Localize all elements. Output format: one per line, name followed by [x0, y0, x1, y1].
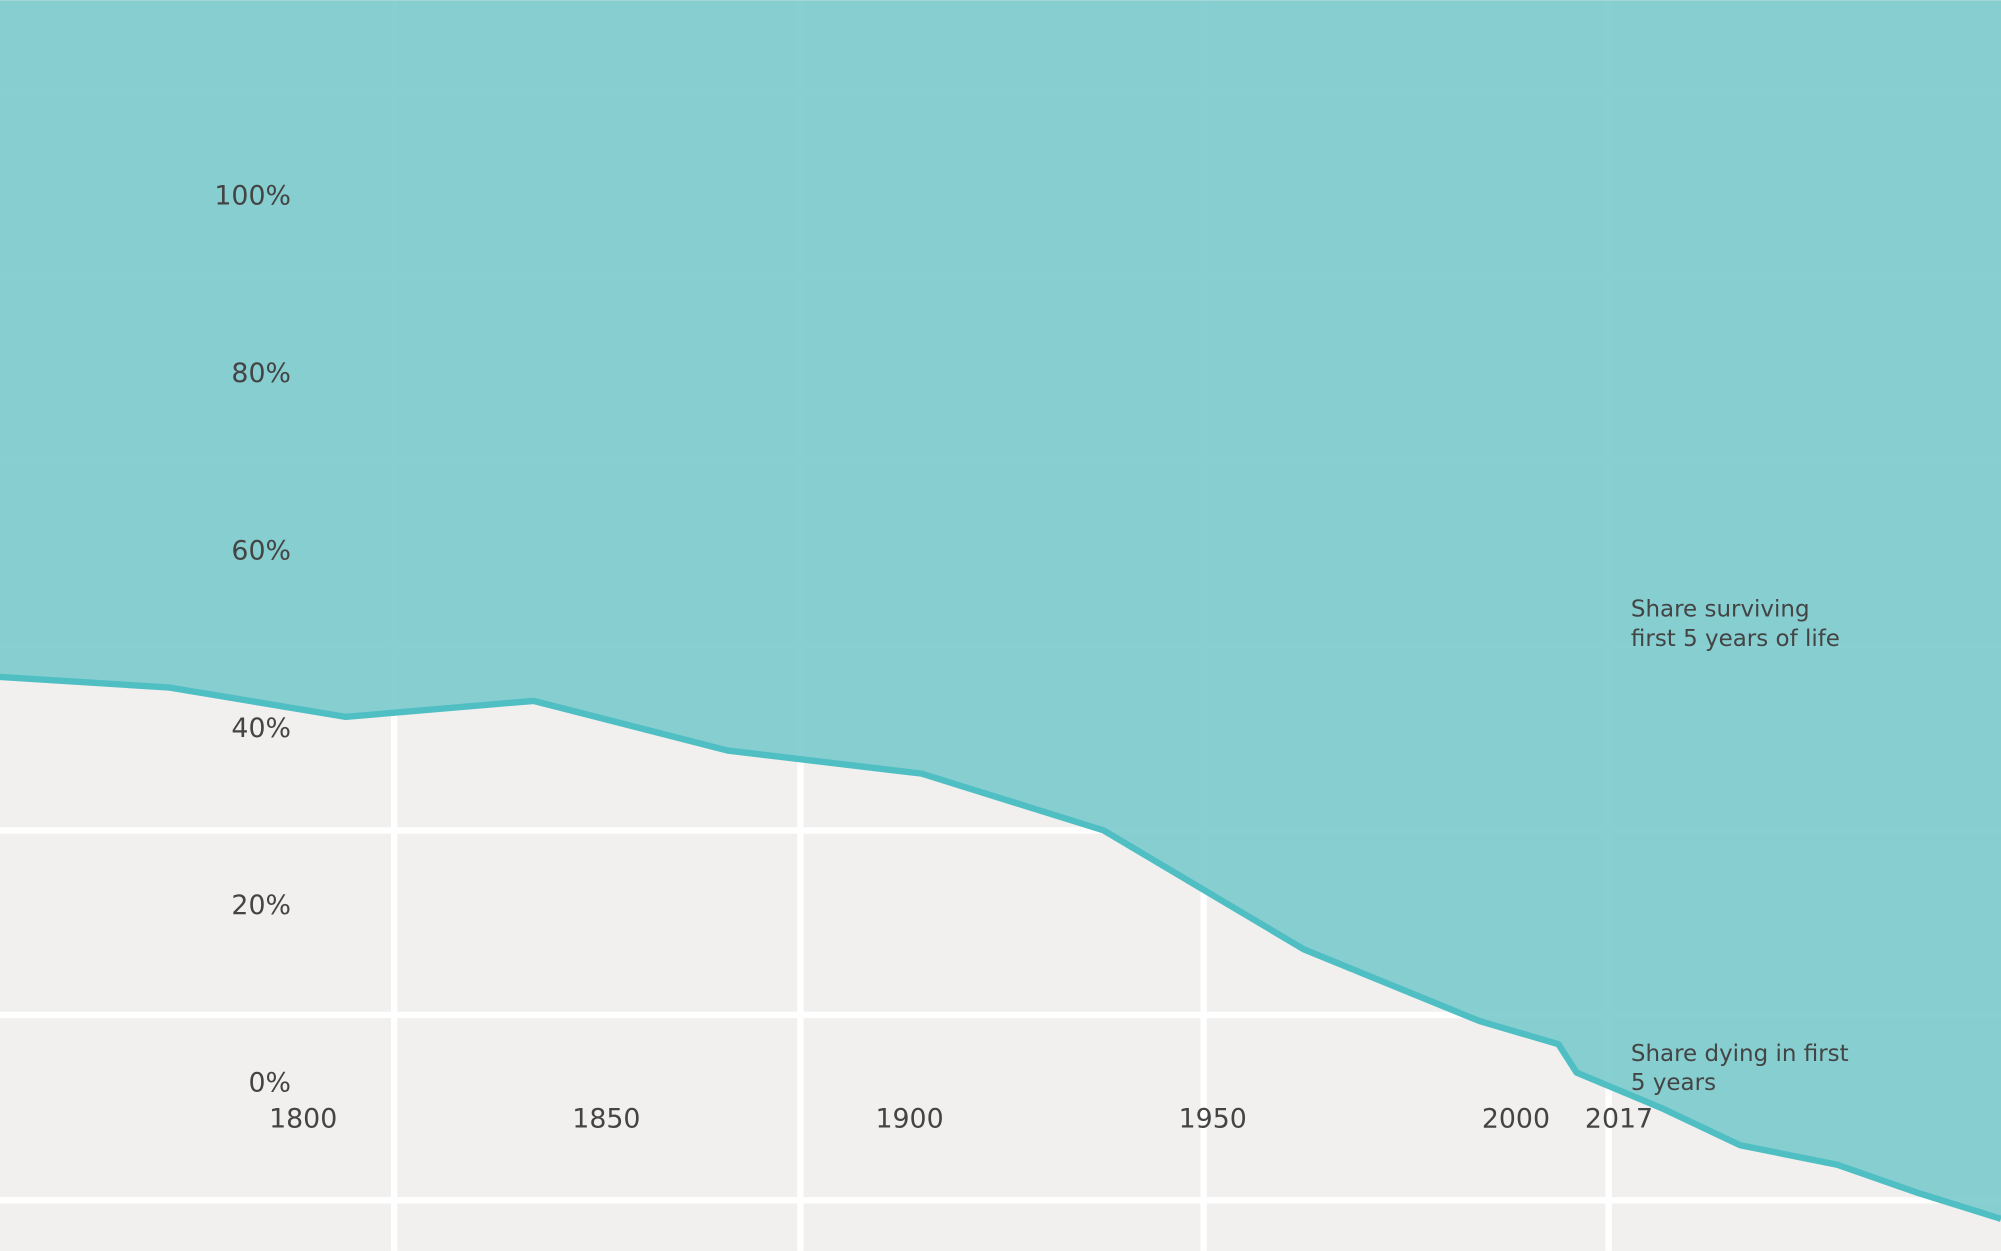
y-tick-label: 20%: [231, 890, 291, 921]
x-tick-label: 1850: [572, 1103, 640, 1134]
y-tick-label: 40%: [231, 713, 291, 744]
y-tick-label: 100%: [214, 181, 291, 212]
x-tick-label: 1950: [1179, 1103, 1247, 1134]
y-tick-label: 0%: [248, 1068, 290, 1099]
y-tick-label: 80%: [231, 358, 291, 389]
annotation: first 5 years of life: [1631, 626, 1840, 652]
annotation: 5 years: [1631, 1070, 1716, 1096]
y-tick-label: 60%: [231, 535, 291, 566]
annotation: Share dying in first: [1631, 1041, 1849, 1067]
x-tick-label: 1800: [269, 1103, 337, 1134]
annotation: Share surviving: [1631, 597, 1810, 623]
area: [0, 0, 2001, 1219]
line: [0, 673, 2001, 1222]
x-tick-label: 2000: [1482, 1103, 1550, 1134]
x-tick-label: 1900: [875, 1103, 943, 1134]
x-tick-label: 2017: [1585, 1103, 1653, 1134]
